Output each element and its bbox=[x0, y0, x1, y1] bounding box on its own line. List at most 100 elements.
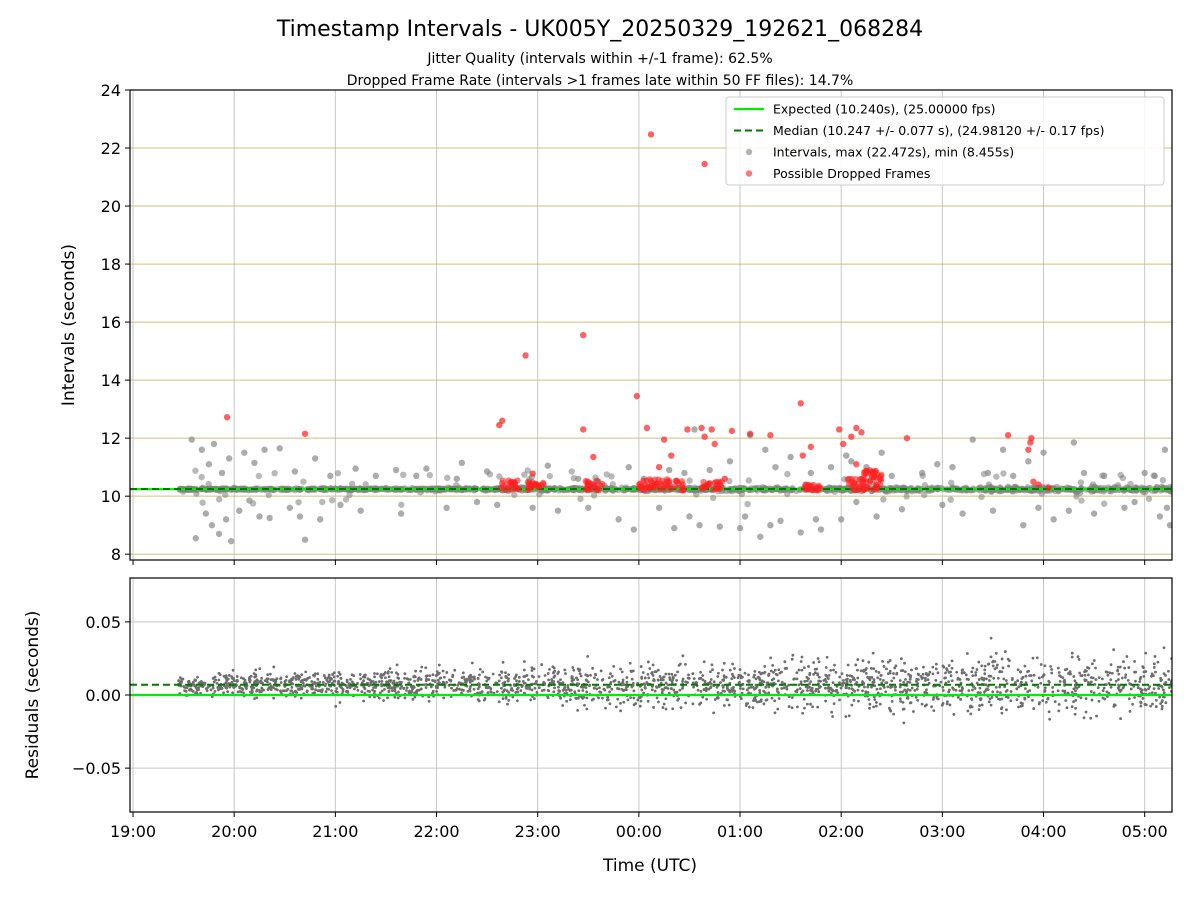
interval-point bbox=[1035, 504, 1042, 511]
residual-point bbox=[882, 665, 886, 668]
residual-point bbox=[1044, 700, 1048, 704]
residual-point bbox=[397, 690, 400, 694]
residual-point bbox=[728, 668, 732, 672]
residual-point bbox=[769, 669, 773, 673]
residual-point bbox=[730, 677, 734, 681]
residual-point bbox=[870, 676, 874, 679]
residual-point bbox=[868, 678, 872, 682]
residual-point bbox=[396, 676, 400, 680]
residual-point bbox=[1152, 662, 1156, 666]
residual-point bbox=[782, 686, 786, 690]
residual-point bbox=[640, 675, 644, 679]
residual-point bbox=[530, 666, 534, 670]
residual-point bbox=[564, 688, 568, 692]
dropped-frame-point bbox=[584, 480, 591, 487]
residual-point bbox=[492, 691, 496, 695]
residual-point bbox=[717, 671, 720, 675]
residual-point bbox=[461, 671, 465, 675]
residual-point bbox=[894, 664, 898, 668]
residual-point bbox=[419, 669, 423, 673]
dropped-frame-point bbox=[864, 485, 872, 492]
residual-point bbox=[934, 667, 938, 671]
residual-point bbox=[303, 678, 306, 681]
residual-point bbox=[862, 670, 866, 673]
residual-point bbox=[1073, 679, 1077, 683]
top-ytick-label: 10 bbox=[101, 487, 121, 506]
residual-point bbox=[874, 669, 878, 673]
residual-point bbox=[574, 697, 578, 700]
residual-point bbox=[955, 670, 959, 674]
dropped-frame-point bbox=[654, 480, 661, 487]
residual-point bbox=[852, 698, 856, 702]
residual-point bbox=[258, 667, 262, 671]
residual-point bbox=[746, 679, 750, 683]
residual-point bbox=[809, 689, 812, 692]
residual-point bbox=[1160, 707, 1164, 711]
residual-point bbox=[585, 707, 589, 711]
residual-point bbox=[427, 699, 431, 703]
residual-point bbox=[359, 677, 363, 681]
dropped-frame-point bbox=[508, 479, 516, 486]
top-y-axis-label: Intervals (seconds) bbox=[59, 244, 79, 406]
residual-point bbox=[485, 679, 489, 683]
residual-point bbox=[453, 668, 457, 672]
residual-point bbox=[743, 671, 747, 675]
residual-point bbox=[219, 687, 222, 691]
residual-point bbox=[314, 682, 317, 686]
residual-point bbox=[330, 677, 333, 681]
xtick-label: 20:00 bbox=[211, 822, 257, 841]
dropped-frame-point bbox=[580, 331, 587, 339]
residual-point bbox=[419, 678, 423, 681]
residual-point bbox=[817, 690, 821, 694]
residual-point bbox=[827, 673, 831, 677]
residual-point bbox=[882, 678, 885, 682]
residual-point bbox=[563, 668, 567, 672]
residual-point bbox=[847, 686, 851, 690]
residual-point bbox=[248, 680, 252, 684]
residual-point bbox=[530, 688, 534, 692]
residual-point bbox=[662, 702, 666, 706]
residual-point bbox=[501, 697, 505, 701]
residual-point bbox=[1086, 666, 1089, 669]
residual-point bbox=[1013, 681, 1017, 684]
dropped-frame-point bbox=[848, 433, 855, 440]
residual-point bbox=[528, 687, 532, 691]
residual-point bbox=[909, 701, 913, 705]
residual-point bbox=[854, 663, 858, 667]
residual-point bbox=[916, 698, 920, 702]
residual-point bbox=[516, 686, 520, 690]
interval-point bbox=[993, 473, 1000, 480]
residual-point bbox=[1121, 686, 1125, 690]
interval-point bbox=[255, 472, 263, 480]
residual-point bbox=[388, 686, 392, 690]
interval-point bbox=[1080, 469, 1088, 477]
residual-point bbox=[650, 685, 654, 688]
residual-point bbox=[338, 701, 342, 704]
residual-point bbox=[415, 690, 419, 694]
interval-point bbox=[939, 501, 946, 509]
residual-point bbox=[227, 673, 231, 677]
residual-point bbox=[898, 679, 902, 682]
residual-point bbox=[765, 683, 769, 687]
residual-point bbox=[503, 680, 507, 684]
residual-point bbox=[695, 681, 698, 685]
residual-point bbox=[579, 685, 583, 689]
dropped-frame-point bbox=[799, 452, 806, 459]
residual-point bbox=[998, 669, 1002, 673]
residual-point bbox=[952, 712, 956, 716]
residual-point bbox=[699, 701, 703, 705]
dropped-frame-point bbox=[708, 426, 715, 433]
residual-point bbox=[758, 688, 762, 692]
residual-point bbox=[709, 678, 713, 681]
residual-point bbox=[1000, 657, 1004, 661]
residual-point bbox=[1001, 666, 1005, 670]
residual-point bbox=[967, 689, 971, 692]
residual-point bbox=[1023, 696, 1027, 700]
residual-point bbox=[495, 690, 499, 694]
residual-point bbox=[556, 680, 560, 684]
residual-point bbox=[1089, 690, 1093, 693]
residual-point bbox=[795, 690, 799, 694]
residual-point bbox=[292, 676, 295, 680]
residual-point bbox=[777, 679, 780, 683]
interval-point bbox=[1156, 513, 1164, 520]
